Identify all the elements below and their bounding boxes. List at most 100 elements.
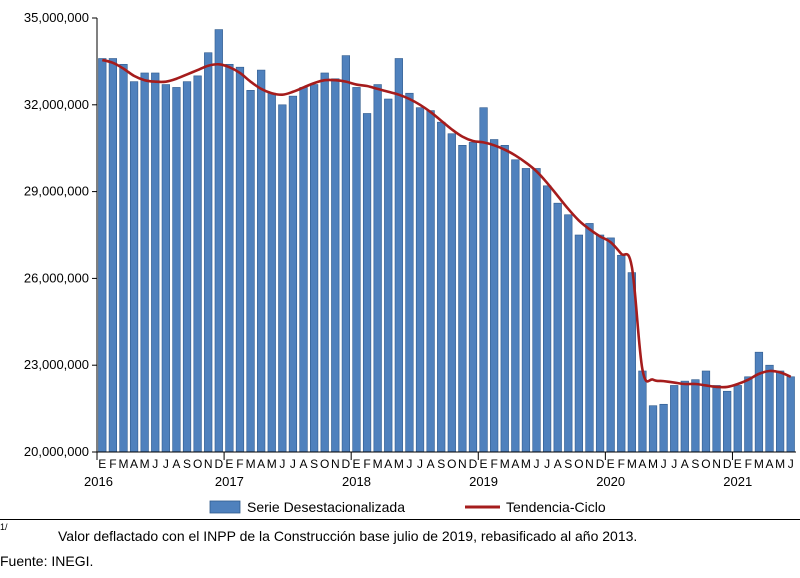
x-month-label: F [109, 457, 116, 471]
bar [786, 376, 795, 453]
x-month-label: M [118, 457, 128, 471]
footnote: 1/ Valor deflactado con el INPP de la Co… [0, 522, 800, 545]
bar [648, 405, 658, 453]
x-month-label: D [342, 457, 351, 471]
x-month-label: M [775, 457, 785, 471]
x-month-label: N [458, 457, 467, 471]
bar [447, 133, 456, 453]
x-month-label: S [691, 457, 699, 471]
x-month-label: F [745, 457, 752, 471]
legend: Serie Desestacionalizada Tendencia-Ciclo [209, 499, 606, 515]
x-month-label: E [352, 457, 360, 471]
bar [405, 92, 414, 453]
x-month-label: F [236, 457, 243, 471]
footnote-marker: 1/ [0, 522, 8, 532]
bar [225, 63, 234, 453]
bar [373, 84, 382, 453]
bar [214, 29, 223, 453]
x-month-label: J [534, 457, 540, 471]
bar [638, 370, 647, 453]
x-month-label: J [788, 457, 794, 471]
bar [532, 168, 541, 453]
bar [140, 72, 149, 453]
x-month-label: J [279, 457, 285, 471]
x-month-label: D [214, 457, 223, 471]
bar [108, 58, 117, 453]
x-month-label: M [500, 457, 510, 471]
x-month-label: N [204, 457, 213, 471]
y-tick-label: 29,000,000 [24, 184, 89, 199]
legend-label-bars: Serie Desestacionalizada [247, 499, 405, 515]
bar [617, 254, 626, 453]
bar [426, 110, 435, 453]
bar [129, 81, 139, 453]
x-month-label: J [661, 457, 667, 471]
y-tick-label: 32,000,000 [24, 97, 89, 112]
bar [98, 58, 107, 453]
x-month-label: O [447, 457, 456, 471]
bar [564, 214, 573, 453]
bar [680, 380, 689, 453]
x-month-label: S [310, 457, 318, 471]
x-month-label: A [554, 457, 562, 471]
x-month-label: M [267, 457, 277, 471]
bar [754, 351, 764, 453]
bar [574, 234, 583, 453]
bar [521, 168, 531, 453]
legend-label-trend: Tendencia-Ciclo [506, 499, 606, 515]
x-month-label: A [511, 457, 519, 471]
bar [500, 145, 509, 453]
x-month-label: A [130, 457, 138, 471]
y-tick-label: 26,000,000 [24, 270, 89, 285]
bar [384, 98, 393, 453]
x-month-label: E [225, 457, 233, 471]
x-month-label: A [172, 457, 180, 471]
bar [415, 107, 425, 453]
bar [119, 63, 128, 453]
x-month-label: D [596, 457, 605, 471]
y-tick-label: 20,000,000 [24, 444, 89, 459]
bar [352, 87, 361, 453]
bar [595, 234, 605, 453]
x-month-label: M [394, 457, 404, 471]
bar [553, 202, 562, 453]
x-month-label: J [671, 457, 677, 471]
trend-line [101, 58, 792, 389]
bar [257, 69, 266, 453]
bar [691, 379, 700, 453]
legend-swatch-bars [209, 500, 241, 514]
bar [193, 75, 202, 453]
x-month-label: S [437, 457, 445, 471]
footnote-divider [0, 519, 800, 520]
x-year-label: 2017 [215, 474, 244, 489]
chart: 20,000,000 23,000,000 26,000,000 29,000,000… [24, 10, 796, 515]
bar [543, 185, 552, 453]
x-month-label: F [490, 457, 497, 471]
x-month-label: E [480, 457, 488, 471]
bar [331, 78, 340, 453]
bar [511, 159, 520, 453]
axes-group: 20,000,000 23,000,000 26,000,000 29,000,000… [24, 10, 796, 489]
bar [310, 84, 319, 453]
x-month-label: S [183, 457, 191, 471]
bar [394, 58, 403, 453]
bar [606, 237, 615, 453]
x-month-label: A [638, 457, 646, 471]
source-note: Fuente: INEGI. [0, 553, 94, 569]
x-month-label: O [701, 457, 710, 471]
bar [479, 107, 488, 453]
bar [161, 84, 170, 453]
x-year-label: 2019 [469, 474, 498, 489]
x-year-label: 2021 [723, 474, 752, 489]
x-month-label: O [574, 457, 583, 471]
bar [490, 139, 499, 453]
bar [182, 81, 192, 453]
trend-group [101, 58, 792, 389]
x-month-label: J [163, 457, 169, 471]
bar [458, 145, 467, 453]
x-month-label: M [521, 457, 531, 471]
x-month-label: J [152, 457, 158, 471]
bar [670, 385, 679, 453]
x-month-label: F [363, 457, 370, 471]
x-month-label: J [290, 457, 296, 471]
